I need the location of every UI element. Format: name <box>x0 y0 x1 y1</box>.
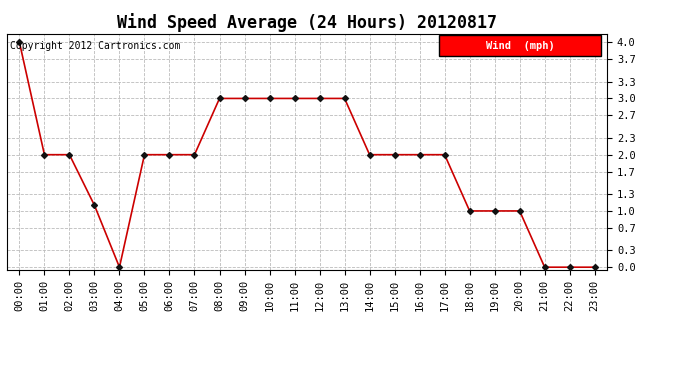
Text: Copyright 2012 Cartronics.com: Copyright 2012 Cartronics.com <box>10 41 180 51</box>
Title: Wind Speed Average (24 Hours) 20120817: Wind Speed Average (24 Hours) 20120817 <box>117 13 497 32</box>
Text: Wind  (mph): Wind (mph) <box>486 40 555 51</box>
Bar <box>439 35 601 56</box>
